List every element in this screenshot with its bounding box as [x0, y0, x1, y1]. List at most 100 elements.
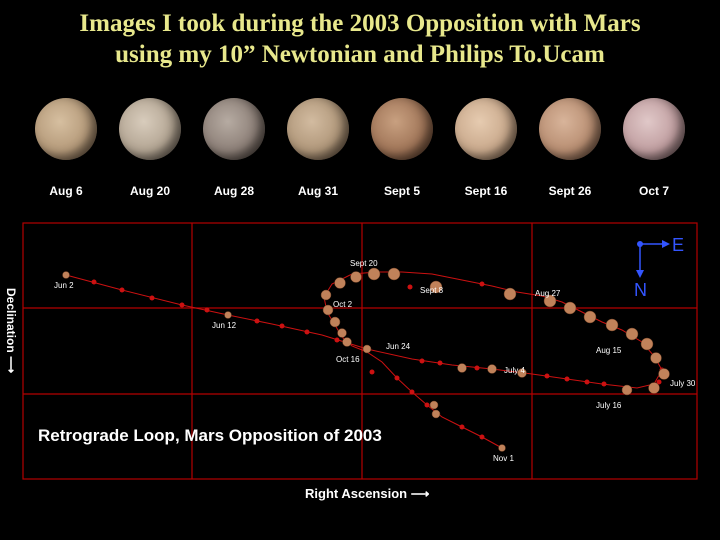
slide-title: Images I took during the 2003 Opposition…: [0, 8, 720, 70]
mars-photo-oct-7: Oct 7: [618, 98, 690, 198]
marker-dot: [179, 302, 185, 308]
y-axis-label: Declination ⟶: [2, 288, 18, 408]
grid: [22, 222, 698, 480]
mars-disk-jun-12: [224, 311, 232, 319]
mars-disk: [119, 98, 181, 160]
path-line: [65, 271, 663, 449]
mars-disk-sept-20: [367, 267, 381, 281]
label-jun-2: Jun 2: [54, 281, 74, 290]
marker-dot: [304, 329, 310, 335]
marker-dot: [656, 379, 662, 385]
marker-dot: [544, 373, 550, 379]
mars-disk: [371, 98, 433, 160]
mars-disk: [350, 271, 362, 283]
mars-disk-july-16: [621, 384, 633, 396]
mars-disk: [605, 318, 619, 332]
mars-disk-oct-16: [342, 337, 352, 347]
photo-date: Aug 31: [297, 184, 338, 198]
marker-dot: [584, 379, 590, 385]
marker-dot: [419, 358, 425, 364]
label-jun-12: Jun 12: [212, 321, 237, 330]
marker-dot: [459, 424, 465, 430]
mars-disk-jun-24: [362, 344, 372, 354]
marker-dot: [409, 389, 415, 395]
photo-date: Sept 26: [548, 184, 592, 198]
marker-dot: [279, 323, 285, 329]
marker-dot: [437, 360, 443, 366]
mars-disk: [203, 98, 265, 160]
mars-photo-aug-20: Aug 20: [114, 98, 186, 198]
marker-dot: [424, 402, 430, 408]
mars-photo-strip: Aug 6 Aug 20 Aug 28 Aug 31 Sept 5 Sept 1…: [30, 98, 700, 210]
marker-dot: [91, 279, 97, 285]
marker-dot: [204, 307, 210, 313]
mars-disk-nov-1: [498, 444, 506, 452]
mars-disk: [337, 328, 347, 338]
x-axis-arrow-icon: ⟶: [410, 486, 430, 501]
mars-disk: [583, 310, 597, 324]
date-labels: Jun 2 Jun 12 Jun 24 July 4 July 16 July …: [54, 259, 696, 463]
mars-disks: [62, 267, 670, 452]
mars-disk: [650, 352, 662, 364]
mars-disk-july-4: [457, 363, 467, 373]
mars-photo-sept-5: Sept 5: [366, 98, 438, 198]
mars-disk-oct-2: [320, 289, 332, 301]
marker-dot: [564, 376, 570, 382]
mars-photo-sept-26: Sept 26: [534, 98, 606, 198]
marker-dot: [474, 365, 480, 371]
mars-disk: [35, 98, 97, 160]
marker-dot: [601, 381, 607, 387]
label-july-4: July 4: [504, 366, 525, 375]
mars-disk: [429, 400, 439, 410]
mars-disk-jun-2: [62, 271, 70, 279]
position-markers: [91, 279, 665, 440]
east-label: E: [672, 235, 684, 255]
marker-dot: [334, 337, 340, 343]
photo-date: Sept 16: [464, 184, 508, 198]
mars-disk-aug-27: [503, 287, 517, 301]
x-axis-label-text: Right Ascension: [305, 486, 408, 501]
marker-dot: [479, 281, 485, 287]
diagram-title: Retrograde Loop, Mars Opposition of 2003: [38, 426, 382, 445]
mars-photo-aug-28: Aug 28: [198, 98, 270, 198]
mars-disk: [623, 98, 685, 160]
mars-disk: [322, 304, 334, 316]
mars-disk: [539, 98, 601, 160]
label-aug-15: Aug 15: [596, 346, 622, 355]
label-oct-2: Oct 2: [333, 300, 353, 309]
label-july-16: July 16: [596, 401, 622, 410]
north-arrow-icon: [636, 270, 644, 278]
mars-disk-july-30: [648, 382, 660, 394]
mars-photo-aug-31: Aug 31: [282, 98, 354, 198]
mars-disk: [658, 368, 670, 380]
label-sept-8: Sept 8: [420, 286, 444, 295]
label-july-30: July 30: [670, 379, 696, 388]
mars-disk: [287, 98, 349, 160]
mars-photo-aug-6: Aug 6: [30, 98, 102, 198]
mars-disk: [334, 277, 346, 289]
mars-disk: [387, 267, 401, 281]
marker-dot: [254, 318, 260, 324]
label-oct-16: Oct 16: [336, 355, 360, 364]
compass-indicator: E N: [620, 234, 690, 300]
marker-dot: [149, 295, 155, 301]
mars-disk: [455, 98, 517, 160]
retrograde-loop-diagram: Jun 2 Jun 12 Jun 24 July 4 July 16 July …: [22, 222, 698, 480]
photo-date: Oct 7: [638, 184, 669, 198]
marker-dot: [119, 287, 125, 293]
photo-date: Sept 5: [383, 184, 420, 198]
label-aug-27: Aug 27: [535, 289, 561, 298]
mars-photo-sept-16: Sept 16: [450, 98, 522, 198]
mars-disk: [625, 327, 639, 341]
mars-disk: [431, 409, 441, 419]
mars-disk: [329, 316, 341, 328]
marker-dot: [407, 284, 413, 290]
label-sept-20: Sept 20: [350, 259, 378, 268]
mars-disk-aug-15: [640, 337, 654, 351]
mars-disk: [517, 368, 527, 378]
photo-date: Aug 28: [213, 184, 254, 198]
mars-disk: [543, 294, 557, 308]
mars-disk: [487, 364, 497, 374]
mars-path: [65, 271, 663, 449]
title-line-1: Images I took during the 2003 Opposition…: [79, 10, 641, 37]
